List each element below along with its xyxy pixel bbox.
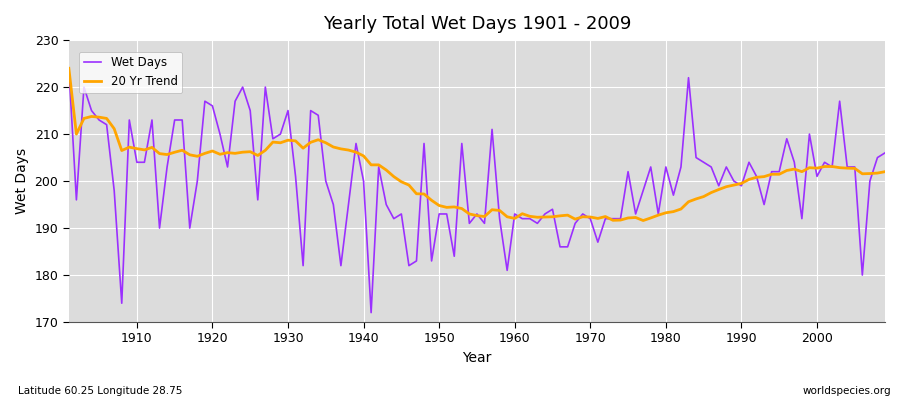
20 Yr Trend xyxy=(290,138,301,143)
Title: Yearly Total Wet Days 1901 - 2009: Yearly Total Wet Days 1901 - 2009 xyxy=(323,15,631,33)
Line: 20 Yr Trend: 20 Yr Trend xyxy=(68,68,885,220)
20 Yr Trend xyxy=(124,145,135,150)
20 Yr Trend xyxy=(509,216,520,221)
Wet Days xyxy=(124,118,135,122)
Text: worldspecies.org: worldspecies.org xyxy=(803,386,891,396)
Wet Days xyxy=(290,174,301,179)
20 Yr Trend xyxy=(638,218,649,223)
Legend: Wet Days, 20 Yr Trend: Wet Days, 20 Yr Trend xyxy=(79,52,183,93)
Text: Latitude 60.25 Longitude 28.75: Latitude 60.25 Longitude 28.75 xyxy=(18,386,183,396)
20 Yr Trend xyxy=(63,66,74,71)
Wet Days xyxy=(879,150,890,155)
Wet Days xyxy=(608,216,618,221)
20 Yr Trend xyxy=(879,169,890,174)
20 Yr Trend xyxy=(502,214,513,219)
Wet Days xyxy=(336,263,346,268)
Wet Days xyxy=(63,66,74,71)
Y-axis label: Wet Days: Wet Days xyxy=(15,148,29,214)
Wet Days xyxy=(517,216,527,221)
Wet Days xyxy=(365,310,376,315)
20 Yr Trend xyxy=(336,146,346,151)
Wet Days xyxy=(509,212,520,216)
Line: Wet Days: Wet Days xyxy=(68,68,885,313)
X-axis label: Year: Year xyxy=(463,351,491,365)
20 Yr Trend xyxy=(600,214,611,219)
